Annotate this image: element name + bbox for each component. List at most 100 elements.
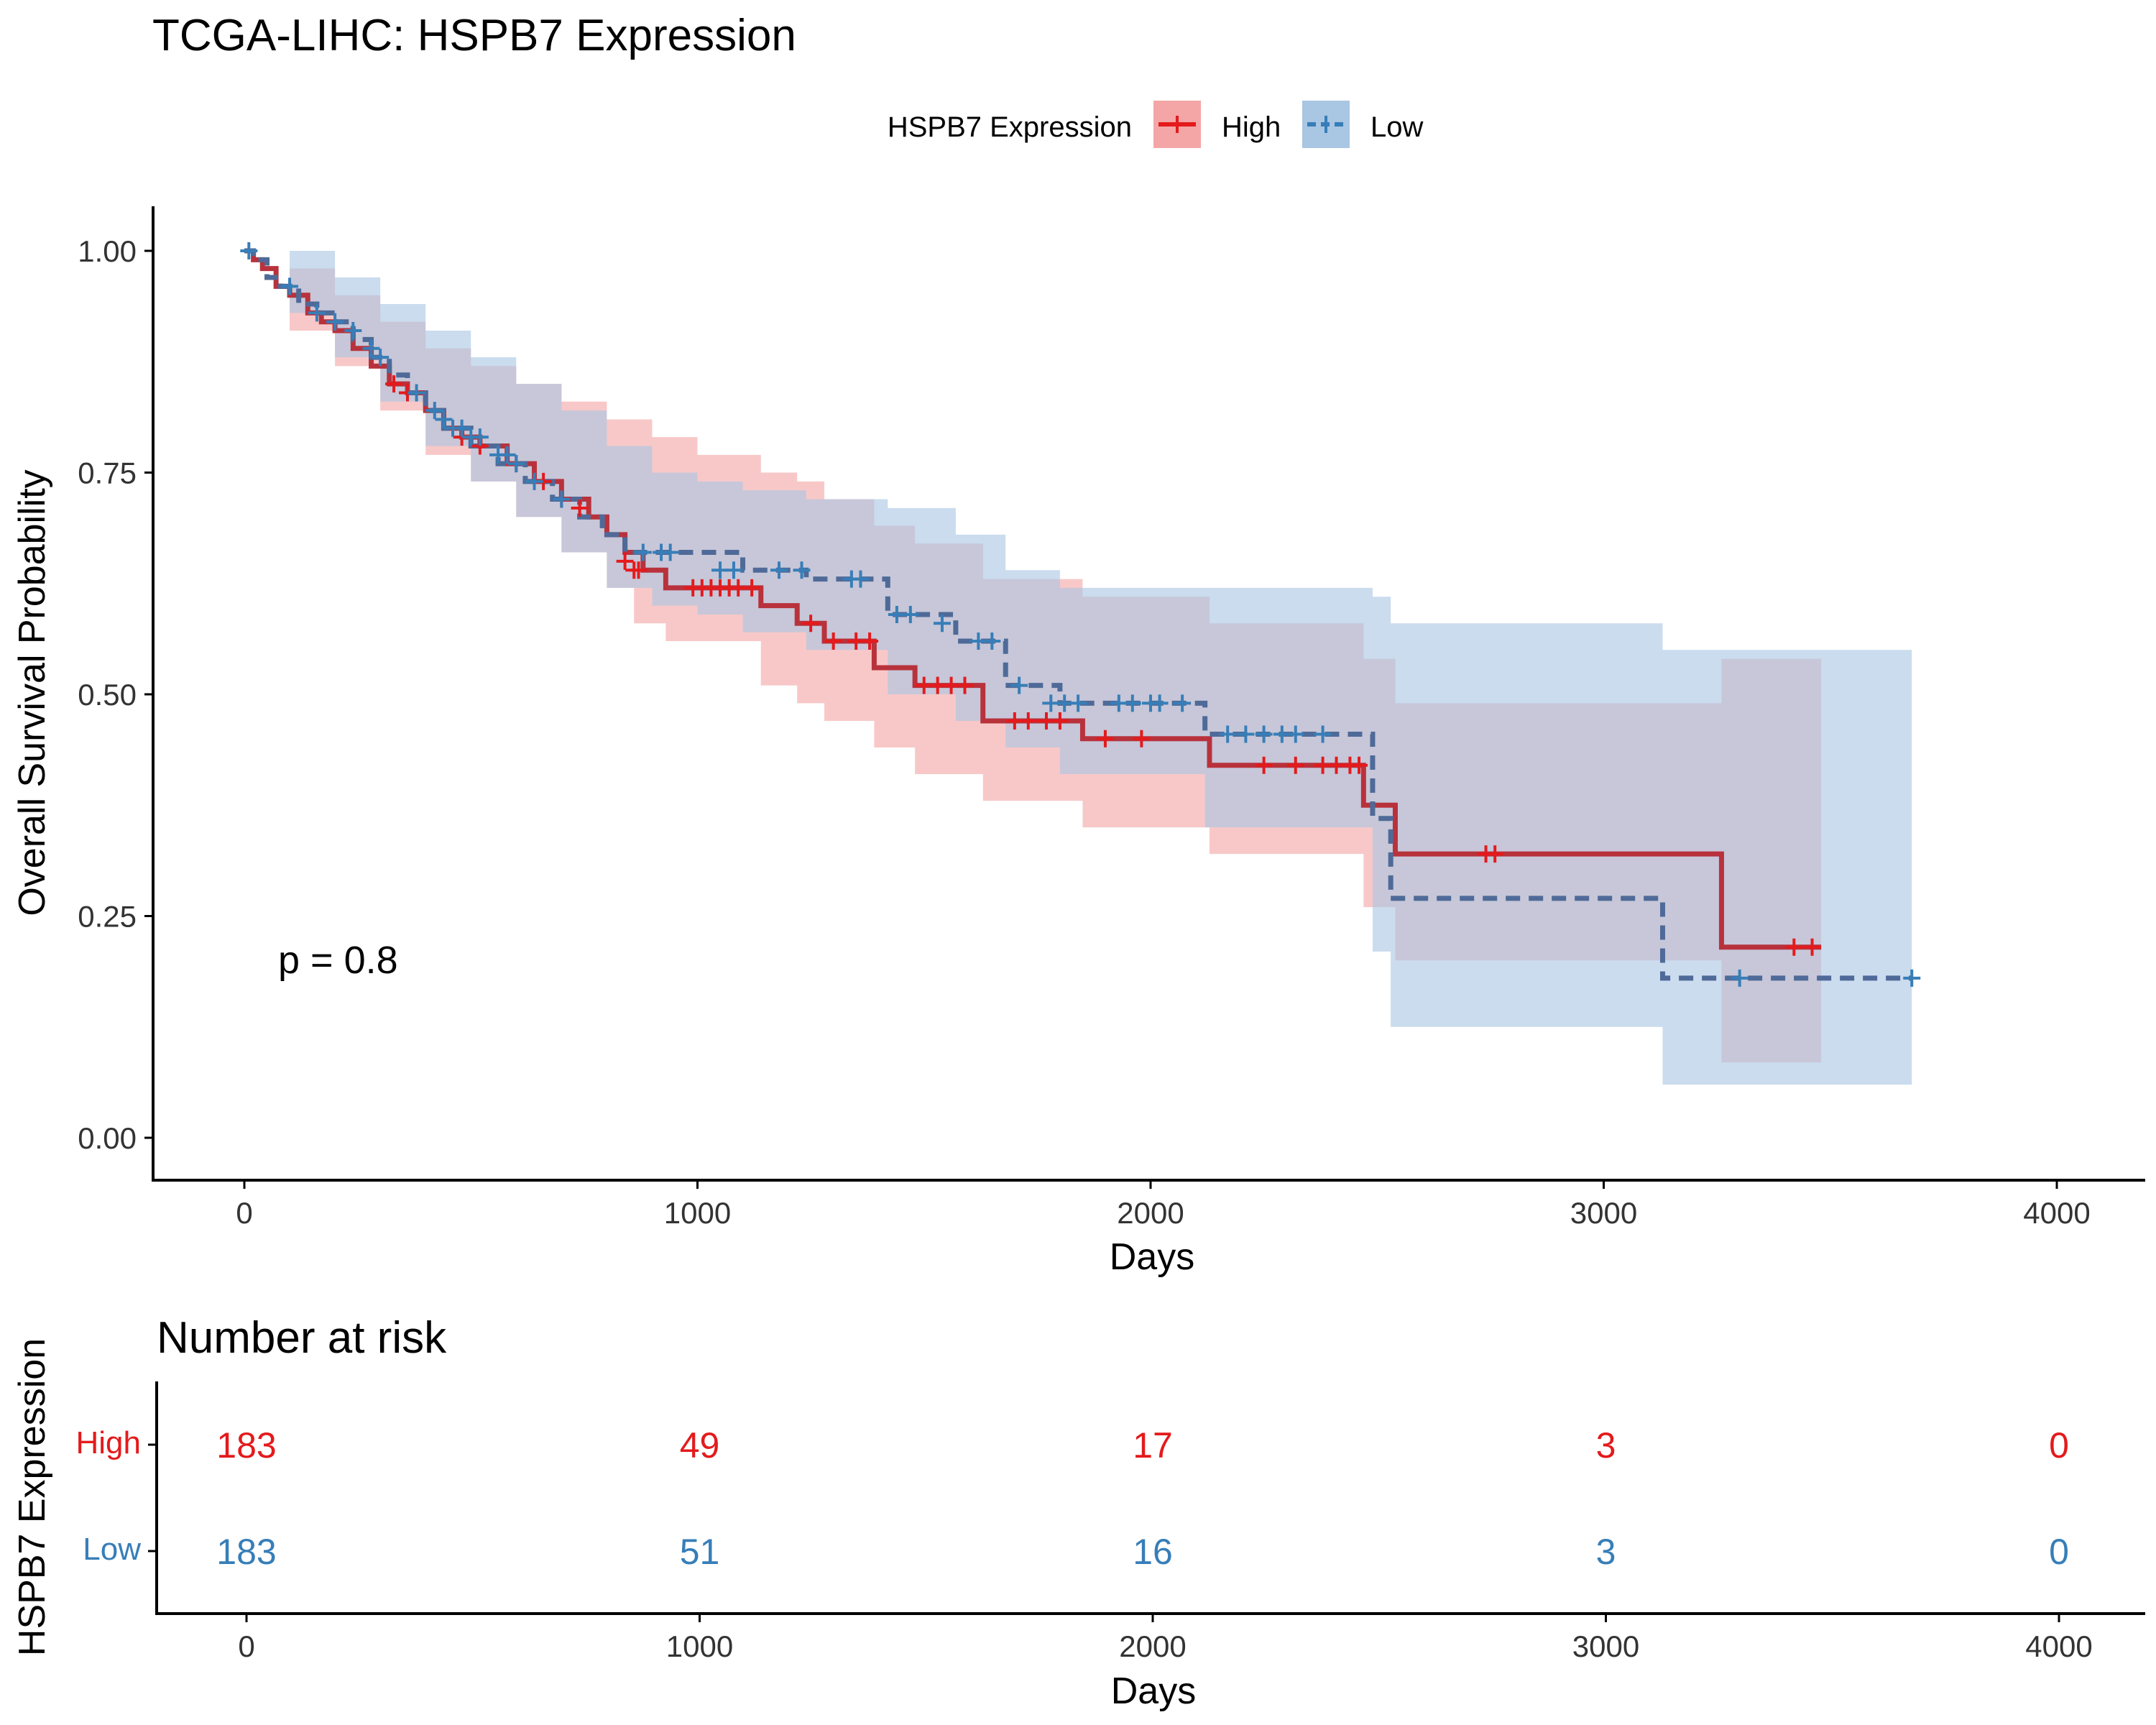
censor-mark-low <box>344 322 362 340</box>
censor-mark-low <box>507 455 525 473</box>
censor-mark-low <box>553 490 571 508</box>
censor-mark-low <box>1314 725 1332 743</box>
censor-mark-high <box>1350 756 1368 774</box>
y-tick-label: 1.00 <box>78 234 137 268</box>
censor-mark-low <box>724 561 742 579</box>
censor-mark-low <box>425 402 443 420</box>
risk-cell-low: 51 <box>680 1532 720 1572</box>
risk-x-tick-label: 0 <box>238 1629 254 1663</box>
risk-cell-low: 3 <box>1596 1532 1616 1572</box>
chart-title: TCGA-LIHC: HSPB7 Expression <box>152 11 796 60</box>
censor-mark-low <box>453 419 471 437</box>
censor-mark-high <box>630 561 648 579</box>
censor-mark-high <box>571 499 589 517</box>
censor-mark-low <box>983 632 1001 650</box>
censor-mark-low <box>1731 969 1749 987</box>
risk-row-label-high: High <box>76 1425 142 1460</box>
censor-mark-low <box>1237 725 1255 743</box>
censor-mark-high <box>385 375 403 393</box>
legend: HSPB7 Expression High Low <box>888 101 1423 148</box>
censor-mark-low <box>407 384 425 402</box>
censor-mark-high <box>861 632 879 650</box>
risk-table: Number at risk High Low 183 49 17 3 0 183 51 16… <box>11 1313 2145 1712</box>
risk-x-ticks: 0 1000 2000 3000 4000 <box>238 1614 2093 1663</box>
censor-mark-low <box>435 410 453 428</box>
plot-area <box>240 242 1921 1085</box>
legend-high-label: High <box>1222 111 1281 143</box>
censor-mark-low <box>634 543 652 561</box>
censor-mark-high <box>1803 938 1821 956</box>
censor-mark-high <box>1486 845 1504 863</box>
survival-curve-low <box>244 248 1912 981</box>
censor-mark-high <box>1255 756 1273 774</box>
censor-mark-high <box>616 552 634 570</box>
risk-row-label-low: Low <box>83 1532 141 1567</box>
x-axis-label: Days <box>1110 1236 1194 1278</box>
censor-mark-high <box>1785 938 1803 956</box>
censor-mark-high <box>802 615 820 632</box>
y-ticks: 0.00 0.25 0.50 0.75 1.00 <box>78 234 153 1155</box>
x-ticks: 0 1000 2000 3000 4000 <box>236 1180 2091 1230</box>
censor-mark-low <box>770 561 788 579</box>
risk-cell-low: 16 <box>1133 1532 1173 1572</box>
censor-mark-high <box>743 579 761 597</box>
censor-mark-low <box>1151 694 1169 712</box>
censor-mark-low <box>852 570 870 588</box>
risk-x-tick-label: 1000 <box>666 1629 733 1663</box>
risk-x-tick-label: 4000 <box>2025 1629 2092 1663</box>
risk-cell-low: 0 <box>2049 1532 2069 1572</box>
censor-mark-low <box>933 615 951 632</box>
censor-mark-low <box>1174 694 1192 712</box>
y-tick-label: 0.25 <box>78 900 137 934</box>
y-tick-label: 0.00 <box>78 1121 137 1155</box>
censor-mark-high <box>1051 712 1069 730</box>
censor-mark-high <box>1019 712 1037 730</box>
risk-cell-high: 17 <box>1133 1425 1173 1466</box>
y-tick-label: 0.75 <box>78 456 137 490</box>
risk-x-tick-label: 2000 <box>1119 1629 1186 1663</box>
x-tick-label: 4000 <box>2023 1196 2090 1230</box>
ci-band-low <box>244 251 1912 1085</box>
censor-mark-low <box>308 304 326 322</box>
censor-mark-low <box>326 313 344 331</box>
censor-mark-low <box>471 428 489 446</box>
confidence-bands <box>244 251 1912 1085</box>
censor-mark-high <box>1096 730 1114 748</box>
censor-mark-low <box>240 242 258 259</box>
x-tick-label: 0 <box>236 1196 252 1230</box>
p-value: p = 0.8 <box>278 939 398 982</box>
legend-low-label: Low <box>1370 111 1423 143</box>
y-axis-label: Overall Survival Probability <box>11 469 53 916</box>
risk-cell-high: 3 <box>1596 1425 1616 1466</box>
censor-mark-high <box>1133 730 1151 748</box>
risk-x-tick-label: 3000 <box>1572 1629 1639 1663</box>
censor-mark-high <box>824 632 842 650</box>
risk-cells: 183 49 17 3 0 183 51 16 3 0 <box>216 1425 2069 1572</box>
censor-mark-low <box>498 446 516 464</box>
risk-table-title: Number at risk <box>157 1313 447 1363</box>
y-tick-label: 0.50 <box>78 678 137 712</box>
x-tick-label: 2000 <box>1117 1196 1184 1230</box>
risk-cell-high: 49 <box>680 1425 720 1466</box>
main-axes: 0.00 0.25 0.50 0.75 1.00 0 1000 2000 3000 4000 <box>78 206 2145 1230</box>
censor-mark-low <box>1123 694 1141 712</box>
censor-mark-low <box>661 543 679 561</box>
censor-mark-low <box>1010 676 1028 694</box>
risk-cell-low: 183 <box>216 1532 276 1572</box>
censor-mark-high <box>1286 756 1304 774</box>
censor-mark-low <box>793 561 811 579</box>
censor-marks <box>240 242 1921 987</box>
legend-title: HSPB7 Expression <box>888 111 1132 143</box>
risk-cell-high: 183 <box>216 1425 276 1466</box>
x-tick-label: 3000 <box>1570 1196 1637 1230</box>
x-tick-label: 1000 <box>664 1196 731 1230</box>
censor-mark-low <box>362 339 380 357</box>
censor-mark-low <box>525 472 543 490</box>
censor-mark-low <box>1255 725 1273 743</box>
censor-mark-low <box>281 277 299 295</box>
censor-mark-low <box>1903 969 1921 987</box>
risk-cell-high: 0 <box>2049 1425 2069 1466</box>
censor-mark-high <box>956 676 974 694</box>
risk-x-axis-label: Days <box>1111 1670 1196 1712</box>
